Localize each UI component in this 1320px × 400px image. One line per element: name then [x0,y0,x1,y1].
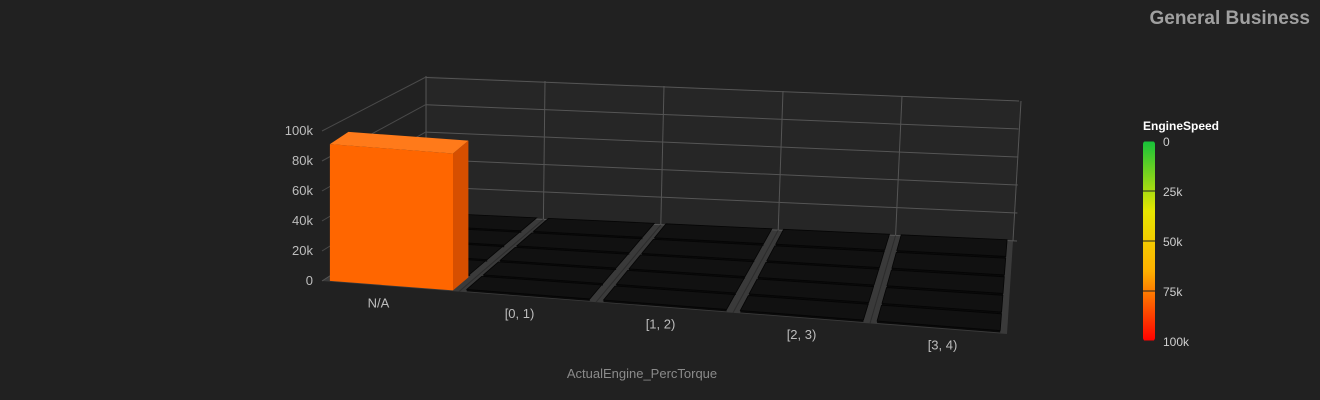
bar-top [532,217,656,238]
x-tick-label: [2, 3) [787,327,817,342]
y-gridline [425,131,1019,158]
bar-front [329,144,453,291]
bar-top [891,251,1007,276]
bar-top [881,287,1004,313]
bar-side [603,300,727,312]
x-gridline [660,85,665,225]
x-tick-label: [1, 2) [646,317,676,332]
side-gridline [321,76,427,132]
y-gridline [425,104,1019,130]
y-gridline [425,186,1018,214]
x-gridline [542,80,546,220]
y-tick-label: 80k [292,153,313,168]
floor-divider [595,224,662,303]
x-gridline [895,95,903,236]
bar-top [876,304,1002,331]
color-legend: EngineSpeed 0 25k 50k 75k 100k [1143,119,1219,349]
bar-top [515,232,642,254]
y-gridline [425,77,1020,102]
legend-tick-label: 75k [1163,285,1183,299]
bar-top [465,275,603,300]
floor-divider [458,219,544,292]
bar-top [499,246,629,269]
y-tick-label: 40k [292,213,313,228]
bar-side [877,321,1001,333]
floor-divider [869,235,897,324]
bar-top [602,285,736,310]
bar-top [757,261,880,286]
back-wall [426,76,1021,241]
legend-tick-label: 100k [1163,335,1190,349]
legend-tick-label: 50k [1163,235,1183,249]
bar-top [329,131,469,154]
x-gridline [1012,100,1022,242]
x-tick-label: [3, 4) [928,338,958,353]
y-tick-label: 60k [292,183,313,198]
bar-top [482,261,616,284]
bar-top [615,269,745,294]
floor-divider [732,229,779,314]
legend-tick-label: 0 [1163,135,1170,149]
bar-side [740,310,864,322]
bar-top [766,245,885,268]
bar-top [886,269,1005,294]
bar-top [775,228,891,251]
legend-title: EngineSpeed [1143,119,1219,133]
x-tick-label: [0, 1) [505,306,535,321]
legend-tick-label: 25k [1163,185,1183,199]
bar-side [453,140,469,291]
plot-area: 0 20k 40k 60k 80k 100k N/A [0, 1) [1, 2) [2, 3) [3… [285,76,1022,381]
y-gridline [425,158,1018,186]
bar-top [896,234,1008,257]
y-tick-label: 0 [306,273,313,288]
chart-title: General Business [1149,8,1310,29]
bar-side [466,289,590,301]
x-axis-title: ActualEngine_PercTorque [567,366,717,381]
bar-top [628,254,755,277]
bar-top [653,223,773,245]
bar-top [640,238,764,261]
y-tick-label: 100k [285,123,314,138]
x-gridline [777,90,784,231]
bar-top [739,295,869,321]
y-tick-label: 20k [292,243,313,258]
bar-top [748,278,875,303]
x-tick-label: N/A [368,295,390,310]
